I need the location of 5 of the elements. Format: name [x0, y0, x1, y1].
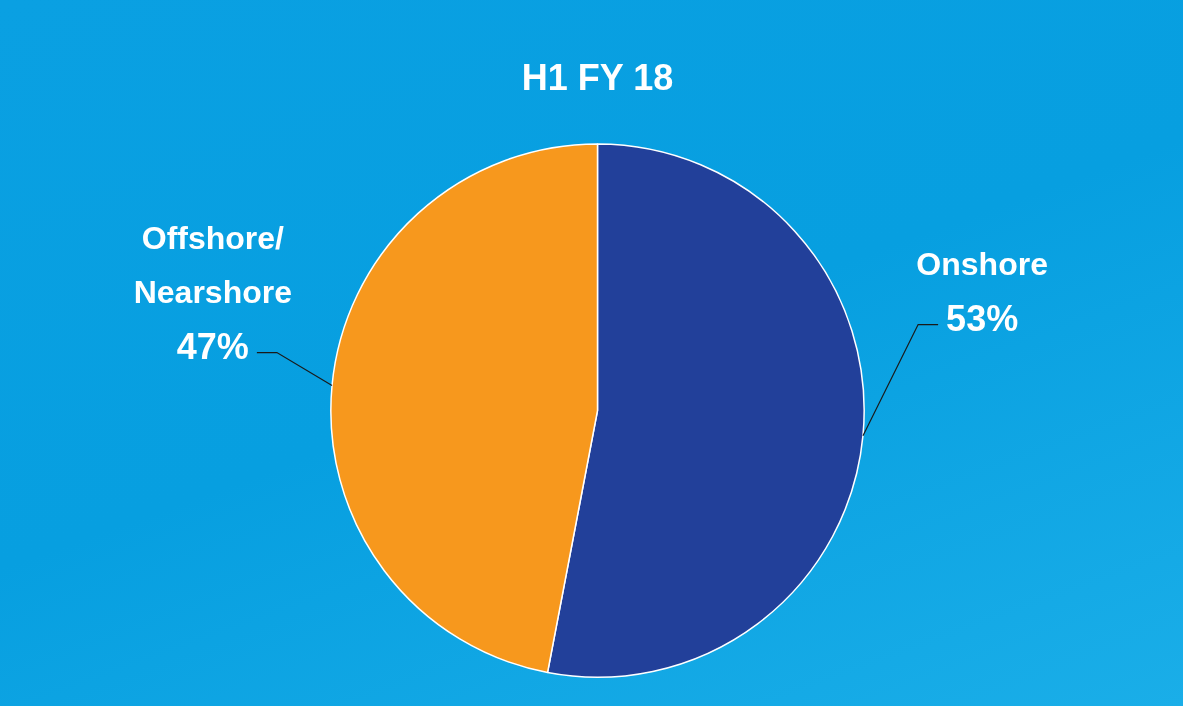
slice-label: Onshore [916, 246, 1048, 283]
chart-title: H1 FY 18 [521, 56, 674, 98]
slice-label: Offshore/Nearshore [133, 220, 292, 311]
data-label: 47% [176, 325, 249, 367]
data-label: 53% [946, 297, 1019, 339]
